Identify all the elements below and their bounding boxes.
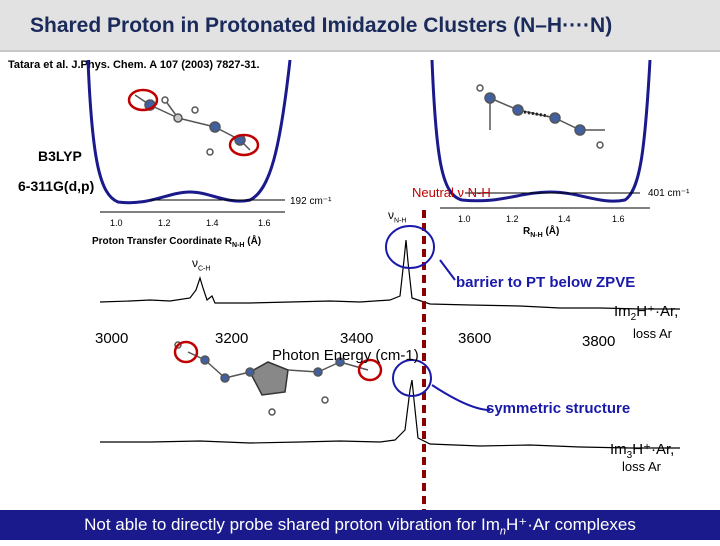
arrow-barrier xyxy=(439,259,456,281)
spectrum-im3 xyxy=(100,379,680,449)
highlight-ring-1 xyxy=(127,88,159,112)
nu-nh-label: νN-H xyxy=(388,208,407,225)
blue-circle-nh-bottom xyxy=(392,359,432,397)
footer-banner: Not able to directly probe shared proton… xyxy=(0,510,720,540)
molecule-dimer-right xyxy=(476,84,605,149)
tick-3600: 3600 xyxy=(458,330,492,347)
molecule-dimer-left xyxy=(134,94,251,156)
right-tick-4: 1.6 xyxy=(612,214,625,224)
right-energy-label: 401 cm⁻¹ xyxy=(648,188,690,199)
right-tick-1: 1.0 xyxy=(458,214,471,224)
im2-label: Im2H⁺·Ar, xyxy=(614,303,679,323)
molecule-trimer xyxy=(174,341,369,416)
left-axis-label: Proton Transfer Coordinate RN-H (Å) xyxy=(92,236,262,249)
barrier-annotation: barrier to PT below ZPVE xyxy=(456,274,636,291)
right-tick-3: 1.4 xyxy=(558,214,571,224)
arrow-symmetric xyxy=(431,384,491,411)
spectrum-im2 xyxy=(99,239,680,310)
left-energy-label: 192 cm⁻¹ xyxy=(290,196,332,207)
left-potential-curve xyxy=(86,59,292,205)
spectrum-xlabel: Photon Energy (cm-1) xyxy=(272,347,419,364)
blue-circle-nh-top xyxy=(385,225,435,269)
left-tick-4: 1.6 xyxy=(258,218,271,228)
title-bar: Shared Proton in Protonated Imidazole Cl… xyxy=(0,0,720,52)
hbond-dashes xyxy=(523,110,549,118)
im2-loss-label: loss Ar xyxy=(633,326,673,341)
symmetric-annotation: symmetric structure xyxy=(486,400,631,417)
method-label: B3LYP xyxy=(38,148,82,164)
reference-citation: Tatara et al. J.Phys. Chem. A 107 (2003)… xyxy=(8,59,260,71)
tick-3000: 3000 xyxy=(95,330,129,347)
right-potential-title: Neutral ν N-H xyxy=(412,185,491,200)
basis-label: 6-311G(d,p) xyxy=(18,178,95,194)
right-potential-curve xyxy=(430,59,652,203)
right-tick-2: 1.2 xyxy=(506,214,519,224)
tick-3400: 3400 xyxy=(340,330,374,347)
left-tick-3: 1.4 xyxy=(206,218,219,228)
left-tick-1: 1.0 xyxy=(110,218,123,228)
nu-ch-label: νC-H xyxy=(192,256,211,273)
im3-loss-label: loss Ar xyxy=(622,459,662,474)
right-axis-label: RN-H (Å) xyxy=(523,226,560,239)
slide-title: Shared Proton in Protonated Imidazole Cl… xyxy=(30,14,613,37)
highlight-ring-2 xyxy=(228,133,260,157)
tick-3800: 3800 xyxy=(582,333,616,350)
highlight-ring-4 xyxy=(357,358,383,382)
left-tick-2: 1.2 xyxy=(158,218,171,228)
tick-3200: 3200 xyxy=(215,330,249,347)
im3-label: Im3H⁺·Ar, xyxy=(610,441,675,461)
highlight-ring-3 xyxy=(173,340,199,364)
